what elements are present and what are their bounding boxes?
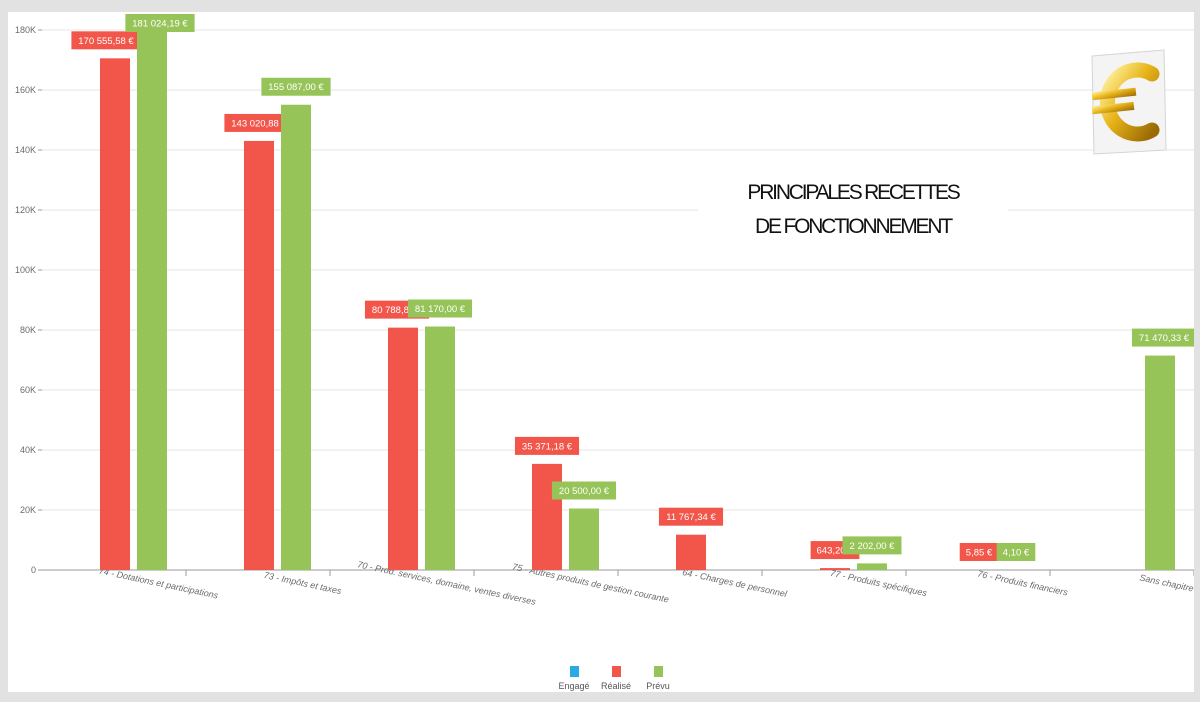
legend-item-engage[interactable]: Engagé [552,666,596,691]
chart-title: PRINCIPALES RECETTES DE FONCTIONNEMENT [698,176,1008,244]
chart-title-line-1: PRINCIPALES RECETTES [698,176,1008,210]
bar-realise [100,58,130,570]
y-tick-label: 40K [20,445,36,455]
x-category-label: 74 - Dotations et participations [98,566,219,601]
euro-coin-icon [1086,46,1170,156]
data-label: 2 202,00 € [843,536,902,554]
data-label: 170 555,58 € [71,31,140,49]
data-label-text: 4,10 € [1003,547,1030,558]
bar-prevu [281,105,311,570]
bar-prevu [569,509,599,571]
bar-realise [532,464,562,570]
data-label: 71 470,33 € [1132,329,1194,347]
legend-label-realise: Réalisé [601,681,631,691]
legend-item-realise[interactable]: Réalisé [594,666,638,691]
data-label: 20 500,00 € [552,482,616,500]
data-label-text: 11 767,34 € [666,512,716,523]
y-tick-label: 60K [20,385,36,395]
x-category-label: 73 - Impôts et taxes [263,570,343,596]
data-label: 155 087,00 € [261,78,330,96]
data-label-text: 170 555,58 € [78,36,134,47]
y-tick-label: 120K [15,205,36,215]
x-category-label: 64 - Charges de personnel [681,567,788,599]
y-tick-label: 80K [20,325,36,335]
bar-prevu [1145,356,1175,570]
bar-realise [820,568,850,570]
data-label: 4,10 € [997,543,1036,561]
y-tick-label: 180K [15,25,36,35]
x-category-label: Sans chapitre [1139,572,1194,593]
data-label: 181 024,19 € [125,14,194,32]
chart-panel: 0 20K 40K 60K 80K 100K 120K 140K 160K 180K 74 - Do… [8,12,1194,692]
legend-label-prevu: Prévu [646,681,670,691]
y-tick-label: 140K [15,145,36,155]
bar-prevu [425,326,455,570]
data-label-text: 20 500,00 € [559,486,610,497]
data-label-text: 5,85 € [966,547,993,558]
data-label-text: 143 020,88 € [231,118,287,129]
data-label-text: 2 202,00 € [850,541,896,552]
legend-label-engage: Engagé [558,681,589,691]
y-tick-label: 0 [31,565,36,575]
bar-chart: 0 20K 40K 60K 80K 100K 120K 140K 160K 180K 74 - Do… [8,12,1194,652]
y-tick-label: 160K [15,85,36,95]
y-tick-label: 20K [20,505,36,515]
bar-realise [388,328,418,570]
chart-title-line-2: DE FONCTIONNEMENT [698,210,1008,244]
bar-realise [676,535,706,570]
bar-prevu [137,27,167,570]
data-label-text: 181 024,19 € [132,19,188,30]
data-label: 81 170,00 € [408,299,472,317]
legend-swatch-engage [570,666,579,677]
data-label-text: 71 470,33 € [1139,333,1190,344]
legend-swatch-prevu [654,666,663,677]
bar-prevu [857,563,887,570]
data-label: 35 371,18 € [515,437,579,455]
bar-realise [244,141,274,570]
x-category-label: 77 - Produits spécifiques [829,568,928,598]
legend-swatch-realise [612,666,621,677]
data-label: 5,85 € [960,543,999,561]
data-label-text: 81 170,00 € [415,304,466,315]
x-category-label: 76 - Produits financiers [977,569,1070,598]
data-label-text: 155 087,00 € [268,82,324,93]
y-tick-label: 100K [15,265,36,275]
data-label: 11 767,34 € [659,508,723,526]
data-label-text: 35 371,18 € [522,441,573,452]
legend-item-prevu[interactable]: Prévu [636,666,680,691]
